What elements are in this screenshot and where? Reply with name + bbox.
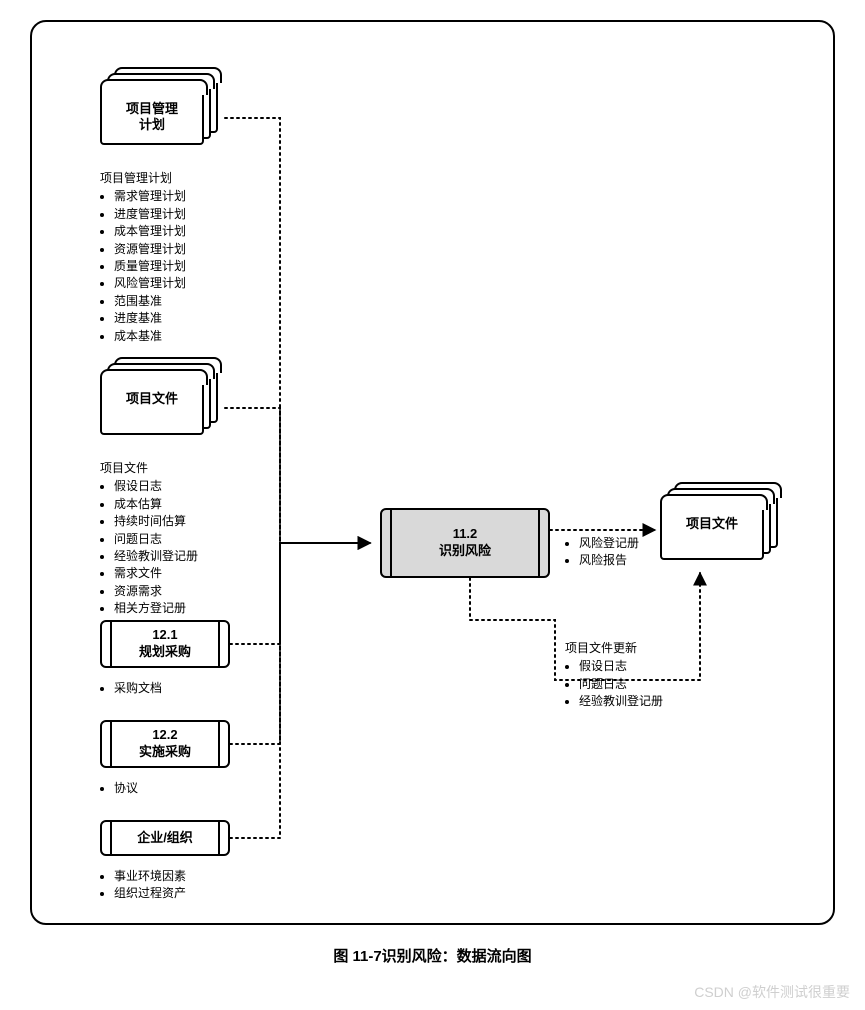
node-project-files-out: 项目文件 bbox=[660, 490, 780, 560]
node-label: 项目文件 bbox=[660, 516, 764, 532]
node-label: 11.2 识别风险 bbox=[439, 526, 491, 560]
list-items: 协议 bbox=[100, 780, 138, 797]
list-item: 资源需求 bbox=[114, 583, 198, 600]
node-center-11-2: 11.2 识别风险 bbox=[380, 508, 550, 578]
list-item: 风险报告 bbox=[579, 552, 639, 569]
list-item: 假设日志 bbox=[579, 658, 663, 675]
node-label: 企业/组织 bbox=[137, 830, 193, 847]
watermark: CSDN @软件测试很重要 bbox=[694, 982, 850, 1002]
list-items: 需求管理计划进度管理计划成本管理计划资源管理计划质量管理计划风险管理计划范围基准… bbox=[100, 188, 186, 345]
list-items: 事业环境因素组织过程资产 bbox=[100, 868, 186, 903]
node-12-2: 12.2 实施采购 bbox=[100, 720, 230, 768]
list-item: 进度基准 bbox=[114, 310, 186, 327]
list-item: 经验教训登记册 bbox=[114, 548, 198, 565]
list-item: 组织过程资产 bbox=[114, 885, 186, 902]
list-item: 需求文件 bbox=[114, 565, 198, 582]
list-item: 经验教训登记册 bbox=[579, 693, 663, 710]
list-items: 采购文档 bbox=[100, 680, 162, 697]
node-label: 项目文件 bbox=[100, 391, 204, 407]
list-item: 需求管理计划 bbox=[114, 188, 186, 205]
list-item: 事业环境因素 bbox=[114, 868, 186, 885]
node-label: 项目管理计划 bbox=[100, 101, 204, 134]
list-files: 项目文件 假设日志成本估算持续时间估算问题日志经验教训登记册需求文件资源需求相关… bbox=[100, 460, 198, 618]
list-item: 持续时间估算 bbox=[114, 513, 198, 530]
list-items: 假设日志成本估算持续时间估算问题日志经验教训登记册需求文件资源需求相关方登记册 bbox=[100, 478, 198, 617]
list-items: 假设日志问题日志经验教训登记册 bbox=[565, 658, 663, 710]
list-output-risk: 风险登记册风险报告 bbox=[565, 535, 639, 570]
list-item: 质量管理计划 bbox=[114, 258, 186, 275]
list-item: 协议 bbox=[114, 780, 138, 797]
list-item: 风险管理计划 bbox=[114, 275, 186, 292]
list-item: 假设日志 bbox=[114, 478, 198, 495]
node-label: 12.2 实施采购 bbox=[139, 727, 191, 761]
list-header: 项目管理计划 bbox=[100, 170, 186, 187]
list-item: 问题日志 bbox=[579, 676, 663, 693]
node-enterprise-org: 企业/组织 bbox=[100, 820, 230, 856]
list-item: 成本估算 bbox=[114, 496, 198, 513]
list-item: 成本基准 bbox=[114, 328, 186, 345]
figure-caption: 图 11-7识别风险：数据流向图 bbox=[0, 945, 865, 966]
node-project-files-in: 项目文件 bbox=[100, 365, 220, 435]
diagram-canvas: 项目管理计划 项目管理计划 需求管理计划进度管理计划成本管理计划资源管理计划质量… bbox=[0, 0, 865, 1010]
list-header: 项目文件 bbox=[100, 460, 198, 477]
list-item: 进度管理计划 bbox=[114, 206, 186, 223]
list-item: 相关方登记册 bbox=[114, 600, 198, 617]
list-item: 采购文档 bbox=[114, 680, 162, 697]
list-12-1: 采购文档 bbox=[100, 680, 162, 697]
list-output-updates: 项目文件更新 假设日志问题日志经验教训登记册 bbox=[565, 640, 663, 711]
list-org: 事业环境因素组织过程资产 bbox=[100, 868, 186, 903]
list-item: 问题日志 bbox=[114, 531, 198, 548]
list-item: 资源管理计划 bbox=[114, 241, 186, 258]
node-label: 12.1 规划采购 bbox=[139, 627, 191, 661]
list-item: 范围基准 bbox=[114, 293, 186, 310]
list-header: 项目文件更新 bbox=[565, 640, 663, 657]
list-plan: 项目管理计划 需求管理计划进度管理计划成本管理计划资源管理计划质量管理计划风险管… bbox=[100, 170, 186, 345]
node-12-1: 12.1 规划采购 bbox=[100, 620, 230, 668]
list-item: 成本管理计划 bbox=[114, 223, 186, 240]
node-project-mgmt-plan: 项目管理计划 bbox=[100, 75, 220, 145]
list-items: 风险登记册风险报告 bbox=[565, 535, 639, 570]
list-12-2: 协议 bbox=[100, 780, 138, 797]
list-item: 风险登记册 bbox=[579, 535, 639, 552]
